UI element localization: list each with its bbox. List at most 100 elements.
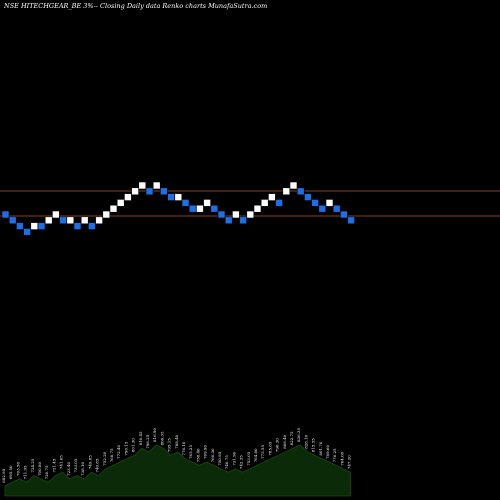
volume-label: 724.25 <box>30 458 35 472</box>
volume-label: 749.85 <box>87 455 92 469</box>
volume-label: 764.80 <box>253 448 258 462</box>
volume-label: 740.75 <box>224 455 229 469</box>
renko-brick <box>131 187 139 196</box>
volume-label: 776.25 <box>332 448 337 462</box>
volume-label: 798.25 <box>145 434 150 448</box>
renko-brick <box>152 181 161 190</box>
volume-label: 764.00 <box>339 451 344 465</box>
renko-brick <box>88 222 96 230</box>
renko-brick <box>347 216 355 225</box>
renko-brick <box>289 181 298 190</box>
volume-label: 789.60 <box>325 445 330 459</box>
volume-label: 785.65 <box>267 441 272 455</box>
renko-brick <box>8 216 17 225</box>
renko-brick <box>102 210 111 219</box>
volume-label: 750.95 <box>217 451 222 465</box>
volume-label: 801.30 <box>131 438 136 452</box>
renko-brick <box>59 216 67 225</box>
renko-brick <box>109 204 118 213</box>
volume-label: 788.40 <box>174 434 179 448</box>
renko-brick <box>124 193 132 201</box>
renko-brick <box>1 210 10 219</box>
volume-label: 790.15 <box>123 441 128 455</box>
renko-brick <box>181 199 190 207</box>
renko-brick <box>268 193 276 201</box>
renko-brick <box>95 216 103 225</box>
volume-label: 731.45 <box>51 458 56 472</box>
volume-label: 752.20 <box>102 451 107 465</box>
volume-label: 758.40 <box>195 448 200 462</box>
volume-label: 742.35 <box>239 455 244 469</box>
volume-label: 682.95 <box>1 468 6 482</box>
volume-label: 747.20 <box>347 455 352 469</box>
volume-area-path <box>4 444 351 497</box>
volume-label: 738.10 <box>80 462 85 476</box>
renko-brick <box>318 204 327 213</box>
renko-brick <box>23 228 31 236</box>
renko-brick <box>340 210 348 219</box>
volume-label: 711.95 <box>23 465 28 479</box>
renko-brick <box>332 204 341 213</box>
volume-labels: 682.95 695.50 703.50 711.95 724.25 700.80 720.… <box>1 428 352 483</box>
renko-brick <box>210 204 219 213</box>
renko-brick <box>174 193 183 201</box>
renko-brick <box>311 199 319 207</box>
renko-brick <box>325 199 334 207</box>
renko-brick <box>282 187 291 196</box>
renko-brick <box>304 193 312 201</box>
renko-brick <box>16 222 24 230</box>
renko-brick <box>37 222 46 230</box>
renko-brick <box>30 222 39 230</box>
volume-label: 695.50 <box>8 465 13 479</box>
volume-label: 703.50 <box>15 462 20 476</box>
renko-brick <box>52 210 60 219</box>
renko-brick <box>73 222 82 230</box>
renko-brick <box>296 187 305 196</box>
volume-label: 796.30 <box>275 438 280 452</box>
volume-label: 753.05 <box>246 451 251 465</box>
renko-brick <box>232 210 240 219</box>
renko-brick <box>275 199 283 207</box>
volume-area <box>4 444 351 497</box>
volume-label: 769.90 <box>203 445 208 459</box>
volume-label: 760.75 <box>109 448 114 462</box>
renko-bricks <box>1 181 355 236</box>
volume-label: 700.80 <box>37 462 42 476</box>
renko-brick <box>80 216 89 225</box>
volume-label: 740.85 <box>95 458 100 472</box>
volume-label: 795.15 <box>167 438 172 452</box>
renko-brick <box>196 204 204 213</box>
renko-brick <box>239 216 247 225</box>
volume-label: 765.25 <box>188 445 193 459</box>
chart-title: NSE HITECHGEAR_BE 3%-- Closing Daily dat… <box>3 2 267 10</box>
renko-brick <box>138 181 147 190</box>
volume-label: 816.90 <box>152 428 157 442</box>
volume-label: 731.90 <box>231 451 236 465</box>
renko-brick <box>188 204 197 213</box>
renko-brick <box>260 199 269 207</box>
renko-brick <box>44 216 53 225</box>
renko-brick <box>246 210 255 219</box>
renko-brick <box>217 210 226 219</box>
volume-label: 741.65 <box>59 455 64 469</box>
renko-brick <box>145 187 154 196</box>
renko-brick <box>66 216 75 225</box>
renko-brick <box>203 199 211 207</box>
renko-brick <box>160 187 168 196</box>
volume-label: 775.55 <box>260 445 265 459</box>
renko-brick <box>253 204 262 213</box>
volume-label: 801.70 <box>318 441 323 455</box>
volume-label: 720.75 <box>44 465 49 479</box>
renko-brick <box>167 193 175 201</box>
volume-label: 760.30 <box>210 448 215 462</box>
volume-label: 723.40 <box>66 462 71 476</box>
renko-brick <box>224 216 233 225</box>
volume-label: 806.35 <box>159 431 164 445</box>
volume-label: 772.40 <box>116 445 121 459</box>
volume-label: 776.10 <box>181 441 186 455</box>
renko-brick <box>116 199 125 207</box>
volume-label: 836.35 <box>296 428 301 442</box>
volume-label: 815.55 <box>311 438 316 452</box>
